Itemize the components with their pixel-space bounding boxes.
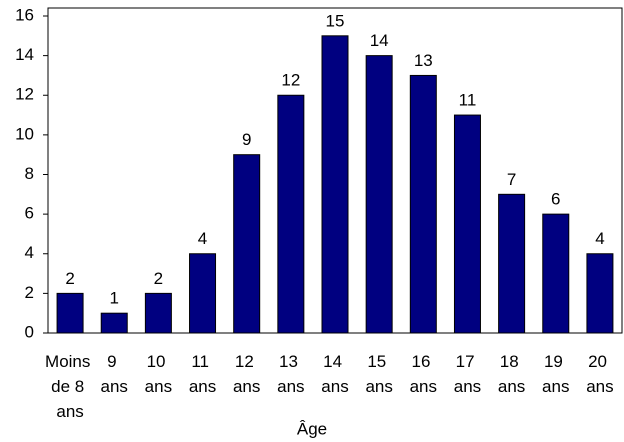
value-label: 13	[414, 51, 433, 70]
value-label: 4	[595, 229, 604, 248]
y-tick-label: 14	[15, 45, 34, 64]
x-tick-label: 14 ans	[321, 352, 348, 396]
x-axis-label: Âge	[297, 419, 327, 438]
bar	[100, 312, 128, 334]
bar	[233, 154, 261, 334]
bar	[365, 55, 393, 334]
value-label: 4	[198, 229, 207, 248]
y-tick-label: 8	[25, 164, 34, 183]
value-label: 2	[154, 269, 163, 288]
x-tick-label: 17 ans	[454, 352, 481, 396]
bar	[321, 35, 349, 334]
value-label: 6	[551, 190, 560, 209]
value-label: 9	[242, 130, 251, 149]
bar	[542, 213, 570, 334]
y-tick-label: 12	[15, 85, 34, 104]
bar	[277, 94, 305, 334]
bar	[56, 292, 84, 334]
value-label: 11	[459, 91, 477, 110]
x-tick-label: 10 ans	[145, 352, 172, 396]
x-tick-label: 18 ans	[498, 352, 525, 396]
bar	[453, 114, 481, 334]
value-label: 7	[507, 170, 516, 189]
x-tick-label: Moins de 8 ans	[45, 352, 95, 421]
value-label: 1	[109, 289, 118, 308]
bar	[498, 193, 526, 334]
value-label: 2	[65, 269, 74, 288]
x-tick-label: 9 ans	[101, 352, 128, 396]
y-tick-label: 2	[25, 283, 34, 302]
x-tick-label: 11 ans	[189, 352, 216, 396]
value-label: 14	[370, 31, 389, 50]
bar	[586, 253, 614, 334]
value-label: 12	[281, 71, 300, 90]
y-tick-label: 10	[15, 124, 34, 143]
x-tick-label: 16 ans	[410, 352, 437, 396]
x-tick-label: 13 ans	[277, 352, 304, 396]
bar	[409, 74, 437, 334]
y-tick-label: 0	[25, 322, 34, 341]
y-tick-label: 6	[25, 204, 34, 223]
bar	[144, 292, 172, 334]
x-tick-label: 19 ans	[542, 352, 569, 396]
x-tick-label: 15 ans	[365, 352, 392, 396]
y-tick-label: 4	[25, 243, 34, 262]
x-tick-label: 20 ans	[586, 352, 613, 396]
x-tick-label: 12 ans	[233, 352, 260, 396]
y-tick-label: 16	[15, 5, 34, 24]
bar	[189, 253, 217, 334]
value-label: 15	[326, 11, 345, 30]
